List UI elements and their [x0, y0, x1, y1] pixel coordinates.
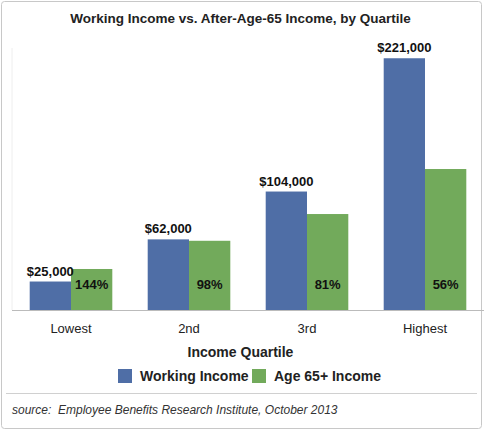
data-label: $62,000	[145, 221, 192, 236]
data-label: $221,000	[377, 40, 431, 55]
percent-label: 98%	[197, 277, 223, 292]
bar	[425, 169, 466, 310]
bar	[148, 239, 189, 310]
title: Working Income vs. After-Age-65 Income, …	[70, 11, 411, 26]
legend-label: Age 65+ Income	[274, 368, 381, 384]
bars	[30, 58, 467, 310]
percent-label: 81%	[315, 277, 341, 292]
bar	[189, 241, 230, 310]
legend-swatch	[118, 369, 132, 383]
legend-swatch	[252, 369, 266, 383]
x-tick-label: 3rd	[298, 321, 317, 336]
x-tick-label: Highest	[403, 321, 447, 336]
x-tick-label: Lowest	[50, 321, 92, 336]
x-tick-label: 2nd	[178, 321, 200, 336]
x-axis-line	[12, 310, 484, 311]
data-label: $104,000	[259, 174, 313, 189]
legend-label: Working Income	[140, 368, 249, 384]
bar	[384, 58, 425, 310]
y-axis-line	[12, 48, 13, 310]
bar	[71, 269, 112, 310]
x-axis-label: Income Quartile	[188, 344, 294, 360]
legend: Working Income Age 65+ Income	[118, 368, 381, 384]
data-label: $25,000	[27, 264, 74, 279]
bar	[30, 282, 71, 310]
chart-svg: Working Income vs. After-Age-65 Income, …	[0, 0, 485, 431]
percent-label: 56%	[433, 277, 459, 292]
bar	[266, 192, 307, 310]
chart-frame	[2, 2, 482, 429]
percent-label: 144%	[75, 277, 109, 292]
chart-container: Working Income vs. After-Age-65 Income, …	[0, 0, 485, 431]
bar	[307, 214, 348, 310]
separator	[6, 393, 477, 394]
source-note: source: Employee Benefits Research Insti…	[12, 403, 338, 417]
data-labels: $25,000 $62,000 $104,000 $221,000 144% 98% 81%…	[27, 40, 459, 292]
